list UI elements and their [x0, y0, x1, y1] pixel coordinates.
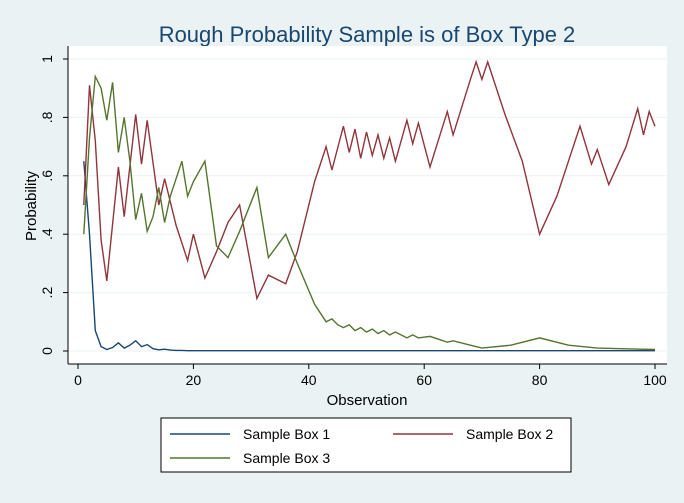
x-tick-label: 40 — [301, 372, 317, 388]
x-tick-label: 60 — [416, 372, 432, 388]
y-tick-label: .2 — [39, 287, 55, 299]
series-line-1 — [83, 161, 655, 352]
chart-title: Rough Probability Sample is of Box Type … — [159, 22, 576, 47]
legend-label-2: Sample Box 2 — [466, 426, 553, 442]
grid — [68, 58, 667, 352]
y-axis-label: Probability — [23, 170, 40, 241]
plot-area — [68, 46, 667, 364]
series-lines — [83, 59, 656, 352]
legend: Sample Box 1 Sample Box 2 Sample Box 3 — [160, 417, 572, 473]
series-line-2 — [83, 59, 656, 301]
series-line-3 — [83, 73, 656, 351]
y-tick-label: 0 — [39, 347, 55, 355]
y-tick-label: .8 — [39, 111, 55, 123]
y-tick-label: 1 — [39, 55, 55, 63]
legend-box — [160, 417, 572, 473]
legend-label-1: Sample Box 1 — [243, 426, 330, 442]
x-tick-label: 20 — [186, 372, 202, 388]
x-tick-label: 100 — [643, 372, 667, 388]
x-tick-label: 0 — [74, 372, 82, 388]
x-tick-label: 80 — [532, 372, 548, 388]
legend-label-3: Sample Box 3 — [243, 450, 330, 466]
x-axis-label: Observation — [327, 392, 408, 409]
axes: 0 .2 .4 .6 .8 1 0 20 40 60 80 100 — [39, 46, 667, 388]
y-tick-label: .6 — [39, 170, 55, 182]
y-tick-label: .4 — [39, 228, 55, 240]
